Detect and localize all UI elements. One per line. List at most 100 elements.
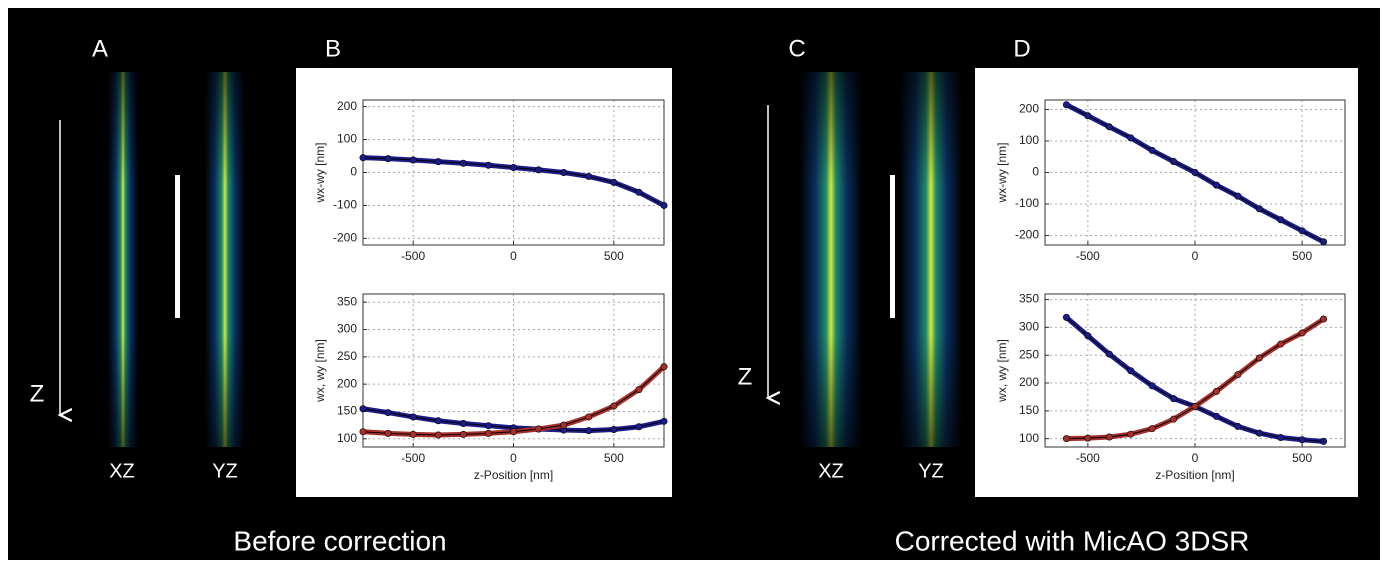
data-point (1298, 329, 1306, 337)
x-tick-label: 0 (1192, 451, 1199, 465)
panel-label: D (1013, 35, 1030, 62)
x-tick-label: 500 (1292, 451, 1312, 465)
y-axis-label: wx-wy [nm] (313, 143, 327, 204)
data-point (1127, 430, 1135, 438)
x-tick-label: -500 (401, 249, 425, 263)
axes-box (1044, 99, 1346, 246)
data-point (610, 426, 618, 434)
image-label: YZ (212, 460, 238, 482)
data-point (1084, 434, 1092, 442)
data-point (1062, 435, 1070, 443)
data-point (434, 158, 442, 166)
y-tick-label: 150 (337, 404, 357, 418)
data-point (585, 413, 593, 421)
y-tick-label: 350 (337, 294, 357, 308)
y-tick-label: 350 (1019, 292, 1039, 306)
x-tick-label: 500 (604, 451, 624, 465)
data-point (585, 427, 593, 435)
image-label: XZ (109, 460, 135, 482)
data-point (635, 188, 643, 196)
y-tick-label: 300 (337, 322, 357, 336)
panel-label: B (325, 35, 341, 62)
data-point (434, 417, 442, 425)
data-point (1191, 402, 1199, 410)
y-tick-label: 0 (1032, 165, 1039, 179)
data-point (660, 201, 668, 209)
data-point (359, 428, 367, 436)
plot-panel (975, 68, 1358, 497)
data-point (459, 420, 467, 428)
data-point (1277, 216, 1285, 224)
y-axis-label: wx, wy [nm] (313, 339, 327, 403)
psf-fade (108, 72, 138, 447)
axis-letter: Z (30, 380, 45, 407)
data-point (1298, 436, 1306, 444)
data-point (384, 429, 392, 437)
image-label: YZ (918, 460, 944, 482)
y-tick-label: 300 (1019, 320, 1039, 334)
data-point (1127, 134, 1135, 142)
data-point (1234, 192, 1242, 200)
y-tick-label: 150 (1019, 403, 1039, 417)
x-tick-label: 0 (1192, 249, 1199, 263)
scale-bar (175, 175, 180, 318)
data-point (509, 428, 517, 436)
data-point (1298, 227, 1306, 235)
data-point (660, 363, 668, 371)
y-axis-label: wx, wy [nm] (995, 339, 1009, 403)
data-point (535, 166, 543, 174)
data-point (610, 402, 618, 410)
data-point (1320, 315, 1328, 323)
data-point (635, 386, 643, 394)
data-point (1255, 354, 1263, 362)
data-point (434, 431, 442, 439)
data-point (459, 430, 467, 438)
data-point (585, 172, 593, 180)
data-point (509, 164, 517, 172)
data-point (1255, 429, 1263, 437)
data-point (1105, 350, 1113, 358)
axes-box (1044, 293, 1346, 448)
data-point (1277, 340, 1285, 348)
data-point (560, 421, 568, 429)
data-point (1148, 382, 1156, 390)
data-point (1320, 238, 1328, 246)
data-point (484, 422, 492, 430)
psf-fade (205, 72, 245, 447)
data-point (484, 429, 492, 437)
data-point (384, 155, 392, 163)
psf-fade (800, 72, 862, 447)
panel-label: A (92, 35, 108, 62)
scale-bar (890, 175, 895, 318)
y-tick-label: -100 (1015, 196, 1039, 210)
data-point (1255, 205, 1263, 213)
data-point (409, 413, 417, 421)
x-tick-label: 500 (1292, 249, 1312, 263)
data-point (1062, 101, 1070, 109)
axes-box (362, 293, 665, 448)
y-tick-label: 0 (350, 165, 357, 179)
data-point (610, 178, 618, 186)
data-point (359, 154, 367, 162)
data-point (635, 423, 643, 431)
y-tick-label: 200 (1019, 102, 1039, 116)
data-point (1212, 412, 1220, 420)
y-tick-label: 250 (337, 349, 357, 363)
data-point (560, 169, 568, 177)
x-tick-label: -500 (1076, 249, 1100, 263)
data-point (459, 159, 467, 167)
data-point (1212, 387, 1220, 395)
y-tick-label: 250 (1019, 347, 1039, 361)
x-tick-label: 500 (604, 249, 624, 263)
y-tick-label: 200 (1019, 375, 1039, 389)
data-point (1170, 395, 1178, 403)
x-tick-label: -500 (1076, 451, 1100, 465)
y-tick-label: 100 (1019, 431, 1039, 445)
data-point (1084, 332, 1092, 340)
caption: Corrected with MicAO 3DSR (895, 525, 1250, 556)
x-axis-label: z-Position [nm] (474, 468, 553, 482)
panel-label: C (788, 35, 805, 62)
data-point (484, 161, 492, 169)
data-point (1062, 313, 1070, 321)
data-point (359, 405, 367, 413)
